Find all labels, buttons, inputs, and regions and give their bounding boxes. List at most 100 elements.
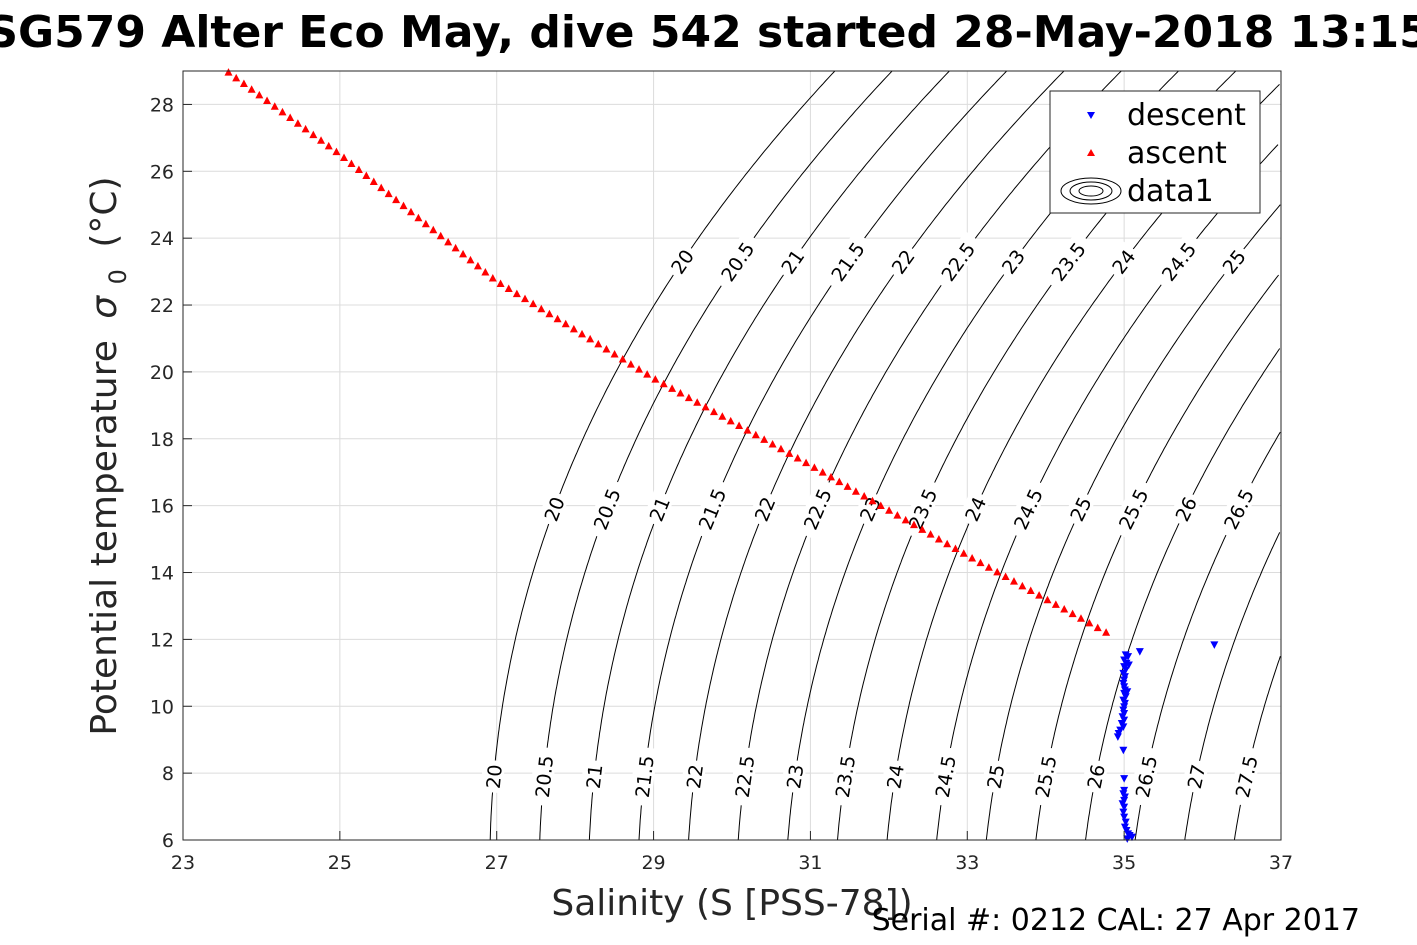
legend-ascent-marker <box>1087 149 1095 156</box>
contour-line <box>1233 655 1281 841</box>
contour-label-text: 23 <box>783 763 808 790</box>
ascent-point <box>466 255 475 264</box>
ascent-point <box>529 299 538 308</box>
ascent-point <box>951 544 960 553</box>
y-axis-label: Potential temperature σ 0 (°C) <box>84 176 135 735</box>
contour-label-bg <box>931 231 984 291</box>
contour-label: 22 <box>747 489 780 528</box>
contour-label: 24.5 <box>1151 231 1205 291</box>
contour-label: 24 <box>880 758 909 794</box>
descent-point <box>1121 818 1130 827</box>
ascent-point <box>635 365 644 373</box>
contour-label: 23.5 <box>828 745 860 807</box>
contour-label-bg <box>883 241 921 281</box>
ascent-point <box>286 113 295 122</box>
contour-label: 21 <box>773 241 810 281</box>
legend-entry-data1: data1 <box>1127 174 1214 209</box>
x-tick-label: 25 <box>328 852 352 874</box>
contour-label: 21.5 <box>628 746 659 807</box>
contour-label: 20.5 <box>528 746 558 807</box>
axis-ticks: 23 25 27 29 31 33 35 37 6 8 10 12 14 16 18 20 22 24 26 28 <box>150 94 1293 874</box>
ascent-point <box>676 389 685 397</box>
descent-point <box>1119 746 1128 755</box>
contour-label-bg <box>585 477 627 540</box>
y-tick-label: 14 <box>150 563 174 585</box>
x-tick-label: 37 <box>1269 852 1293 874</box>
contour-label-text: 27.5 <box>1232 754 1263 800</box>
y-tick-label: 10 <box>150 696 174 718</box>
ascent-point <box>793 453 802 462</box>
contour-label-bg <box>710 230 763 292</box>
y-axis-label-subscript: 0 <box>104 269 132 284</box>
ascent-point <box>578 329 587 338</box>
ascent-point <box>701 402 710 411</box>
contour-label-bg <box>821 231 873 292</box>
contour-label-bg <box>1041 231 1094 291</box>
contour-label-bg <box>828 745 860 807</box>
contour-label: 21 <box>642 489 675 528</box>
descent-point <box>1120 813 1129 822</box>
ascent-point <box>561 319 570 328</box>
ascent-point <box>263 96 272 105</box>
ascent-point <box>843 482 852 490</box>
ascent-point <box>643 370 652 378</box>
ascent-point <box>421 219 430 228</box>
contour-label: 25.5 <box>1028 745 1061 807</box>
contour-label-bg <box>728 746 759 807</box>
ascent-point <box>332 147 341 156</box>
legend-descent-marker <box>1087 112 1095 119</box>
ascent-point <box>512 289 521 298</box>
contour-label-text: 22 <box>683 763 708 790</box>
contour-label-bg <box>528 746 558 807</box>
ascent-point <box>1026 586 1035 594</box>
x-tick-label: 27 <box>485 852 509 874</box>
ascent-point <box>968 553 977 562</box>
ascent-point <box>369 177 378 186</box>
ascent-point <box>901 515 910 524</box>
contour-label-text: 20 <box>483 763 507 789</box>
contour-label-text: 26.5 <box>1132 754 1162 800</box>
data-series <box>224 68 1219 843</box>
ascent-point <box>521 294 530 303</box>
contour-label-bg <box>928 745 961 807</box>
ascent-point <box>1076 614 1085 622</box>
ascent-point <box>984 563 993 571</box>
descent-point <box>1124 661 1133 669</box>
ascent-point <box>1035 591 1044 599</box>
ascent-point <box>239 79 248 88</box>
legend-entry-descent: descent <box>1127 98 1246 133</box>
contour-label-text: 22.5 <box>732 754 760 799</box>
ascent-point <box>618 355 627 363</box>
ascent-point <box>885 506 894 514</box>
contour-label-text: 27 <box>1184 763 1211 791</box>
ascent-point <box>317 136 326 144</box>
ascent-point <box>959 549 968 557</box>
contour-label-bg <box>773 241 810 281</box>
contour-label-text: 23.5 <box>905 486 942 534</box>
ascent-point <box>626 360 635 368</box>
contour-label-text: 26 <box>1084 763 1110 791</box>
x-tick-label: 29 <box>641 852 665 874</box>
contour-label: 21 <box>580 759 607 794</box>
contour-label-text: 21.5 <box>695 486 731 533</box>
contour-label: 21.5 <box>821 231 873 292</box>
ascent-point <box>860 491 869 500</box>
ascent-point <box>537 304 546 313</box>
contour-label-text: 20.5 <box>532 754 558 798</box>
descent-point <box>1124 653 1133 661</box>
ascent-point <box>436 231 445 240</box>
contour-label-bg <box>994 241 1031 281</box>
contour-label-bg <box>794 477 839 540</box>
ascent-point <box>726 416 735 425</box>
x-tick-label: 23 <box>171 852 195 874</box>
contour-label-bg <box>689 477 733 540</box>
contour-label: 22 <box>883 241 921 281</box>
contour-label-bg <box>680 759 707 794</box>
ascent-point <box>354 165 363 174</box>
contour-label-bg <box>1151 231 1205 291</box>
contour-label: 23 <box>780 758 808 794</box>
ascent-point <box>876 501 885 510</box>
legend-contour-icon <box>1060 177 1122 205</box>
ascent-point <box>270 102 279 110</box>
contour-label: 26 <box>1168 489 1202 528</box>
